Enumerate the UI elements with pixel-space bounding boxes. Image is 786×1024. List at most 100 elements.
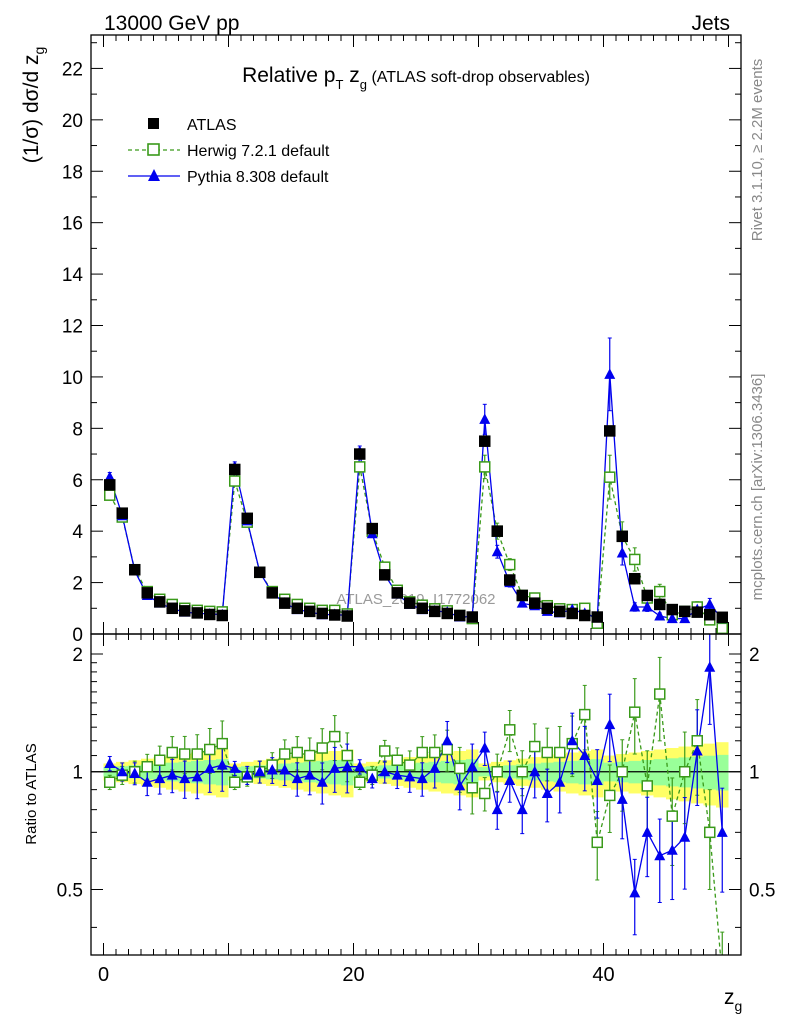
pythia-ratio-point bbox=[566, 734, 578, 746]
herwig-ratio-point bbox=[704, 826, 716, 839]
y-tick-label: 2 bbox=[72, 574, 83, 595]
pythia-ratio-point bbox=[716, 826, 728, 837]
header-left: 13000 GeV pp bbox=[104, 12, 239, 35]
herwig-ratio-point bbox=[491, 765, 503, 778]
herwig-ratio-point bbox=[166, 746, 178, 759]
pythia-ratio-point bbox=[366, 772, 378, 784]
pythia-ratio-point bbox=[466, 760, 478, 772]
herwig-ratio-point bbox=[516, 765, 528, 778]
pythia-point bbox=[704, 598, 716, 609]
herwig-ratio-point bbox=[104, 776, 116, 789]
legend-marker-pythia bbox=[148, 169, 160, 181]
herwig-ratio-point bbox=[216, 737, 228, 750]
pythia-ratio-point bbox=[216, 759, 228, 770]
ratio-y-axis-label: Ratio to ATLAS bbox=[23, 743, 40, 844]
analysis-watermark: ATLAS_2019_I1772062 bbox=[336, 591, 495, 608]
pythia-ratio-point bbox=[354, 760, 366, 772]
pythia-point bbox=[629, 601, 641, 612]
x-tick-label: 0 bbox=[98, 964, 109, 986]
herwig-ratio-point bbox=[404, 759, 416, 771]
pythia-ratio-point bbox=[166, 769, 178, 780]
pythia-ratio-point bbox=[104, 757, 116, 768]
atlas-point bbox=[654, 598, 666, 611]
herwig-ratio-point bbox=[391, 754, 403, 767]
atlas-point bbox=[379, 569, 391, 581]
atlas-point bbox=[291, 602, 303, 615]
pythia-ratio-point bbox=[641, 826, 653, 837]
y-tick-label: 18 bbox=[62, 162, 83, 183]
herwig-ratio-point bbox=[379, 745, 391, 757]
atlas-point bbox=[254, 566, 266, 579]
pythia-ratio-point bbox=[666, 844, 678, 855]
herwig-point bbox=[104, 489, 116, 501]
herwig-ratio-point bbox=[654, 688, 666, 700]
pythia-ratio-point bbox=[479, 742, 491, 753]
ratio-tick-label-right: 2 bbox=[749, 645, 760, 666]
y-axis-label: (1/σ) dσ/d zg bbox=[20, 47, 47, 164]
herwig-ratio-point bbox=[279, 748, 291, 760]
y-tick-label: 4 bbox=[72, 522, 83, 543]
atlas-point bbox=[366, 522, 378, 535]
atlas-point bbox=[104, 479, 116, 491]
ratio-tick-label-right: 1 bbox=[749, 763, 760, 784]
pythia-ratio-point bbox=[291, 772, 303, 784]
pythia-ratio-point bbox=[241, 769, 253, 780]
atlas-point bbox=[141, 587, 153, 599]
atlas-point bbox=[441, 607, 453, 620]
pythia-ratio-point bbox=[654, 849, 666, 861]
main-panel-series bbox=[104, 337, 728, 634]
pythia-ratio-point bbox=[191, 770, 203, 782]
pythia-ratio-point bbox=[391, 769, 403, 780]
atlas-point bbox=[691, 606, 703, 618]
x-tick-label: 20 bbox=[342, 964, 364, 986]
legend-marker-herwig bbox=[147, 143, 160, 156]
herwig-ratio-point bbox=[229, 776, 241, 789]
pythia-point bbox=[666, 612, 678, 624]
herwig-point bbox=[229, 475, 241, 487]
atlas-point bbox=[429, 605, 441, 618]
pythia-ratio-point bbox=[504, 774, 516, 785]
atlas-point bbox=[454, 609, 466, 622]
atlas-point bbox=[566, 607, 578, 620]
atlas-point bbox=[216, 609, 228, 622]
pythia-ratio-point bbox=[554, 776, 566, 787]
band-inner-bin bbox=[703, 755, 716, 790]
herwig-ratio-point bbox=[554, 746, 566, 759]
atlas-point bbox=[304, 605, 316, 618]
atlas-point bbox=[154, 596, 166, 608]
herwig-ratio-point bbox=[304, 749, 316, 762]
ratio-tick-label-left: 0.5 bbox=[57, 880, 83, 901]
pythia-point bbox=[654, 610, 666, 621]
herwig-point bbox=[654, 585, 666, 598]
atlas-point bbox=[341, 610, 353, 622]
pythia-ratio-point bbox=[616, 793, 628, 804]
herwig-line bbox=[109, 466, 723, 629]
pythia-ratio-point bbox=[454, 779, 466, 791]
herwig-ratio-point bbox=[504, 724, 516, 736]
herwig-ratio-point bbox=[717, 971, 727, 981]
pythia-ratio-point bbox=[304, 769, 316, 780]
ratio-tick-label-right: 0.5 bbox=[749, 880, 775, 901]
herwig-ratio-point bbox=[679, 765, 691, 778]
y-tick-label: 8 bbox=[72, 419, 83, 440]
herwig-ratio-point bbox=[541, 746, 553, 759]
herwig-ratio-point bbox=[629, 706, 641, 718]
herwig-ratio-point bbox=[579, 708, 591, 721]
atlas-point bbox=[466, 611, 478, 623]
pythia-ratio-point bbox=[491, 803, 503, 815]
pythia-ratio-point bbox=[116, 765, 128, 777]
pythia-point bbox=[604, 368, 616, 379]
legend: ATLAS Herwig 7.2.1 default Pythia 8.308 … bbox=[128, 117, 330, 186]
pythia-ratio-point bbox=[141, 776, 153, 787]
pythia-ratio-point bbox=[266, 764, 278, 775]
herwig-point bbox=[504, 558, 516, 571]
herwig-point bbox=[716, 622, 728, 634]
pythia-ratio-point bbox=[154, 772, 166, 784]
herwig-ratio-point bbox=[179, 748, 191, 760]
ratio-panel-series bbox=[104, 634, 728, 981]
atlas-point bbox=[579, 609, 591, 622]
herwig-ratio-point bbox=[441, 743, 453, 756]
pythia-ratio-point bbox=[629, 886, 641, 898]
atlas-point bbox=[179, 605, 191, 617]
pythia-ratio-point bbox=[254, 765, 266, 777]
